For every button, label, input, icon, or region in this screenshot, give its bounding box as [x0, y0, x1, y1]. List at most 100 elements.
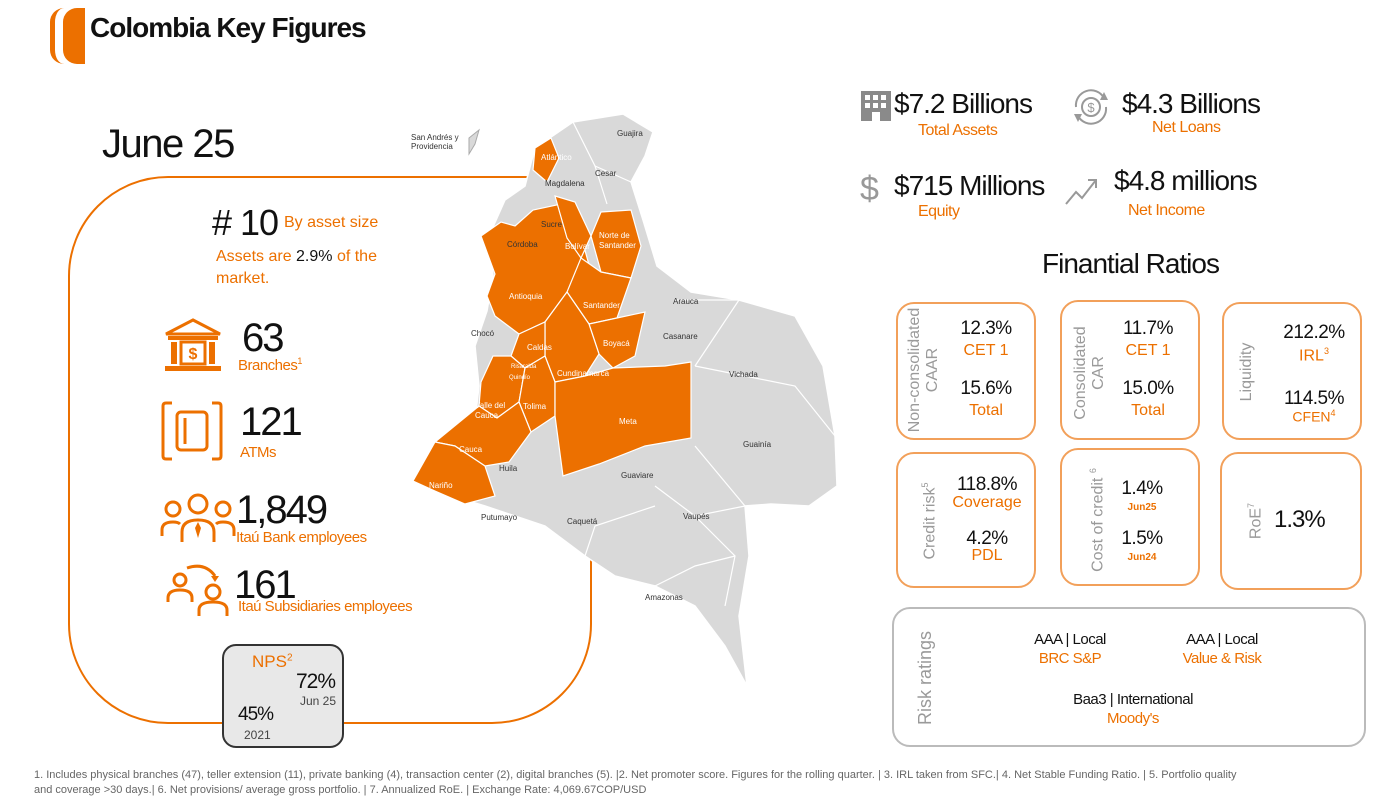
subsidiaries-label: Itaú Subsidiaries employees	[238, 598, 413, 615]
card-credit-risk	[896, 452, 1036, 588]
footnote-line2: and coverage >30 days.| 6. Net provision…	[34, 784, 647, 796]
map-label-vaupes: Vaupés	[683, 512, 710, 521]
card-cost-of-credit	[1060, 448, 1200, 586]
liquidity-cfen-value: 114.5%	[1283, 388, 1345, 409]
card-liquidity-title: Liquidity	[1238, 342, 1255, 402]
equity-value: $715 Millions	[894, 170, 1045, 201]
map-label-quindio: Quindío	[509, 375, 531, 381]
branches-label-text: Branches	[238, 357, 298, 374]
non-cons-cet1-label: CET 1	[963, 342, 1009, 359]
moodys-rating-value: Baa3 | International	[1073, 691, 1193, 708]
market-share-line: Assets are 2.9% of the	[216, 248, 377, 266]
cons-total-value: 15.0%	[1122, 378, 1174, 399]
map-bolivar	[554, 195, 592, 260]
employees-value: 1,849	[236, 488, 328, 532]
bank-icon: $	[162, 318, 224, 379]
map-label-guaviare: Guaviare	[621, 471, 654, 480]
branches-label: Branches1	[238, 356, 302, 374]
card-roe	[1220, 452, 1362, 590]
nps-previous: 45%	[238, 704, 274, 725]
dollar-icon: $	[860, 170, 879, 208]
roe-value: 1.3%	[1274, 506, 1326, 533]
roe-title-text: RoE	[1247, 507, 1265, 540]
brc-rating-label: BRC S&P	[1038, 650, 1102, 667]
vr-rating-label: Value & Risk	[1182, 650, 1262, 667]
cfen-label-text: CFEN	[1292, 408, 1331, 425]
brc-rating-value: AAA | Local	[1034, 631, 1106, 648]
net-income-value: $4.8 millions	[1114, 165, 1258, 196]
nps-current: 72%	[296, 670, 336, 693]
page-title: Colombia Key Figures	[90, 12, 367, 43]
credit-risk-coverage-value: 118.8%	[956, 474, 1018, 495]
branches-value: 63	[242, 316, 284, 360]
non-cons-total-value: 15.6%	[960, 378, 1012, 399]
cost-credit-jun24-label: Jun24	[1127, 552, 1157, 563]
cons-cet1-label: CET 1	[1125, 342, 1171, 359]
footnote-line1: 1. Includes physical branches (47), tell…	[34, 769, 1237, 781]
trend-icon	[1064, 172, 1100, 213]
irl-label-text: IRL	[1299, 347, 1324, 365]
report-date: June 25	[102, 122, 235, 166]
footnote: 1. Includes physical branches (47), tell…	[34, 768, 1379, 798]
market-share-line2: market.	[216, 270, 270, 287]
cons-total-label: Total	[1131, 402, 1165, 419]
atms-label: ATMs	[240, 444, 277, 461]
credit-risk-pdl-label: PDL	[971, 547, 1003, 564]
map-meta	[554, 361, 692, 477]
rank-number: # 10	[212, 202, 279, 243]
atm-icon	[160, 400, 224, 467]
title-accent-bar-fill	[63, 8, 85, 64]
map-label-valle-1: Valle del	[475, 401, 505, 410]
map-label-meta: Meta	[619, 417, 637, 426]
equity-label: Equity	[918, 203, 960, 220]
irl-footnote-ref: 3	[1323, 346, 1329, 356]
cost-credit-title-text: Cost of credit	[1089, 477, 1107, 572]
net-income-label: Net Income	[1128, 202, 1205, 219]
map-label-vichada: Vichada	[729, 370, 758, 379]
building-icon	[860, 90, 892, 127]
card-cost-of-credit-title: Cost of credit 6	[1084, 464, 1107, 576]
risk-ratings-title: Risk ratings	[915, 630, 935, 726]
consolidated-title-line1: Consolidated	[1072, 326, 1089, 420]
non-cons-total-label: Total	[969, 402, 1003, 419]
nps-footnote-ref: 2	[286, 652, 293, 664]
vr-rating-value: AAA | Local	[1186, 631, 1258, 648]
risk-ratings-box	[892, 607, 1366, 747]
map-label-casanare: Casanare	[663, 332, 698, 341]
map-narino	[412, 441, 496, 505]
map-label-risaralda: Risaralda	[511, 364, 537, 370]
consolidated-title-line2: CAR	[1090, 356, 1107, 390]
credit-risk-pdl-value: 4.2%	[966, 528, 1008, 549]
map-label-huila: Huila	[499, 464, 518, 473]
map-label-choco: Chocó	[471, 329, 495, 338]
atms-value: 121	[240, 400, 303, 444]
map-atlantico	[532, 137, 560, 183]
map-label-arauca: Arauca	[673, 297, 699, 306]
map-label-cundinamarca: Cundinamarca	[557, 369, 610, 378]
liquidity-cfen-label: CFEN4	[1276, 408, 1352, 425]
map-label-guainia: Guainía	[743, 440, 772, 449]
total-assets-value: $7.2 Billions	[894, 88, 1033, 119]
employees-icon	[160, 492, 236, 549]
svg-text:$: $	[189, 346, 198, 363]
cycle-dollar-icon: $	[1070, 86, 1112, 133]
card-roe-title: RoE7	[1242, 502, 1265, 540]
market-share-value: 2.9%	[296, 248, 333, 265]
islands-label-2: Providencia	[411, 142, 453, 151]
market-suffix: of the	[332, 248, 377, 265]
colombia-map: San Andrés y Providencia	[395, 86, 865, 711]
card-non-consolidated-title: Non-consolidated CAAR	[906, 302, 942, 438]
nps-current-label: Jun 25	[300, 694, 337, 708]
employees-label: Itaú Bank employees	[236, 529, 367, 546]
net-loans-value: $4.3 Billions	[1122, 88, 1261, 119]
map-label-cesar: Cesar	[595, 169, 617, 178]
branches-footnote-ref: 1	[297, 356, 302, 366]
map-label-bolivar: Bolívar	[565, 242, 590, 251]
map-label-valle-2: Cauca	[475, 411, 499, 420]
credit-risk-coverage-label: Coverage	[952, 494, 1022, 511]
cons-cet1-value: 11.7%	[1123, 318, 1173, 339]
map-label-magdalena: Magdalena	[545, 179, 585, 188]
map-label-antioquia: Antioquia	[509, 292, 543, 301]
map-label-guajira: Guajira	[617, 129, 643, 138]
san-andres-island	[468, 128, 480, 156]
